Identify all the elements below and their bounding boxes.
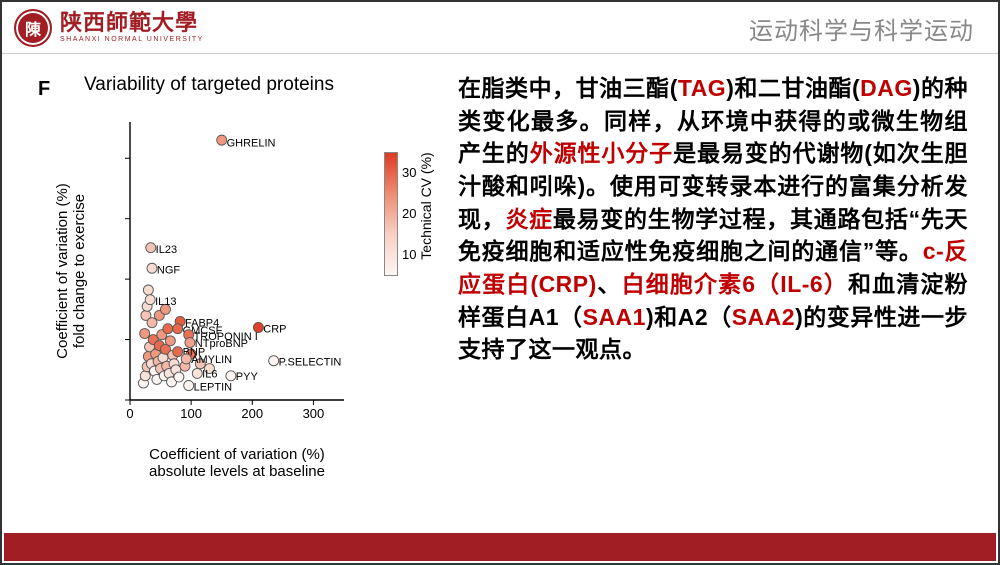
text-span: 在脂类中，甘油三酯( — [458, 75, 678, 101]
chart-title: Variability of targeted proteins — [84, 74, 334, 96]
text-span: )和二甘油酯( — [726, 75, 860, 101]
text-span: )和A2（ — [646, 304, 732, 330]
highlight-span: DAG — [860, 75, 913, 101]
seal-glyph: 陳 — [25, 16, 41, 40]
chart-svg: 01002003000100200300400GHRELINIL23NGFIL1… — [122, 116, 352, 426]
svg-text:IL6: IL6 — [202, 368, 217, 380]
university-name-cn: 陕西師範大學 — [60, 12, 204, 34]
svg-text:IL13: IL13 — [155, 296, 176, 308]
svg-text:100: 100 — [180, 406, 202, 421]
colorbar-tick: 10 — [402, 247, 416, 262]
course-title: 运动科学与科学运动 — [749, 2, 974, 54]
highlight-span: 白细胞介素6（IL-6） — [622, 271, 848, 297]
slide: 陳 陕西師範大學 SHAANXI NORMAL UNIVERSITY 运动科学与… — [0, 0, 1000, 565]
text-panel: 在脂类中，甘油三酯(TAG)和二甘油酯(DAG)的种类变化最多。同样，从环境中获… — [452, 72, 978, 527]
logo-text-block: 陕西師範大學 SHAANXI NORMAL UNIVERSITY — [60, 12, 204, 43]
svg-text:AMYLIN: AMYLIN — [191, 354, 232, 366]
svg-text:300: 300 — [303, 406, 325, 421]
colorbar-label: Technical CV (%) — [418, 136, 434, 276]
svg-text:LEPTIN: LEPTIN — [194, 382, 233, 394]
highlight-span: SAA2 — [732, 304, 795, 330]
text-span: 、 — [597, 271, 622, 297]
colorbar-tick: 20 — [402, 206, 416, 221]
svg-text:GHRELIN: GHRELIN — [227, 138, 276, 150]
x-axis-label: Coefficient of variation (%) absolute le… — [122, 446, 352, 481]
highlight-span: 外源性小分子 — [530, 140, 673, 166]
scatter-plot: 01002003000100200300400GHRELINIL23NGFIL1… — [122, 116, 352, 426]
highlight-span: SAA1 — [583, 304, 646, 330]
seal-icon: 陳 — [14, 9, 52, 47]
content-row: F Variability of targeted proteins Coeff… — [2, 54, 998, 533]
chart-panel: F Variability of targeted proteins Coeff… — [22, 72, 452, 527]
footer-bar — [4, 533, 996, 561]
svg-text:P.SELECTIN: P.SELECTIN — [279, 356, 342, 368]
colorbar — [384, 152, 398, 276]
highlight-span: 炎症 — [505, 206, 552, 232]
panel-letter: F — [38, 78, 50, 101]
paragraph: 在脂类中，甘油三酯(TAG)和二甘油酯(DAG)的种类变化最多。同样，从环境中获… — [458, 72, 968, 366]
header: 陳 陕西師範大學 SHAANXI NORMAL UNIVERSITY 运动科学与… — [2, 2, 998, 54]
y-axis-label: Coefficient of variation (%) fold change… — [54, 116, 89, 426]
svg-text:200: 200 — [241, 406, 263, 421]
svg-text:NGF: NGF — [157, 264, 181, 276]
highlight-span: TAG — [678, 75, 726, 101]
colorbar-tick: 30 — [402, 165, 416, 180]
svg-text:0: 0 — [126, 406, 133, 421]
svg-text:CRP: CRP — [263, 324, 286, 336]
svg-text:PYY: PYY — [236, 371, 259, 383]
svg-text:IL23: IL23 — [156, 244, 177, 256]
university-name-en: SHAANXI NORMAL UNIVERSITY — [60, 36, 204, 43]
university-logo: 陳 陕西師範大學 SHAANXI NORMAL UNIVERSITY — [14, 9, 204, 47]
